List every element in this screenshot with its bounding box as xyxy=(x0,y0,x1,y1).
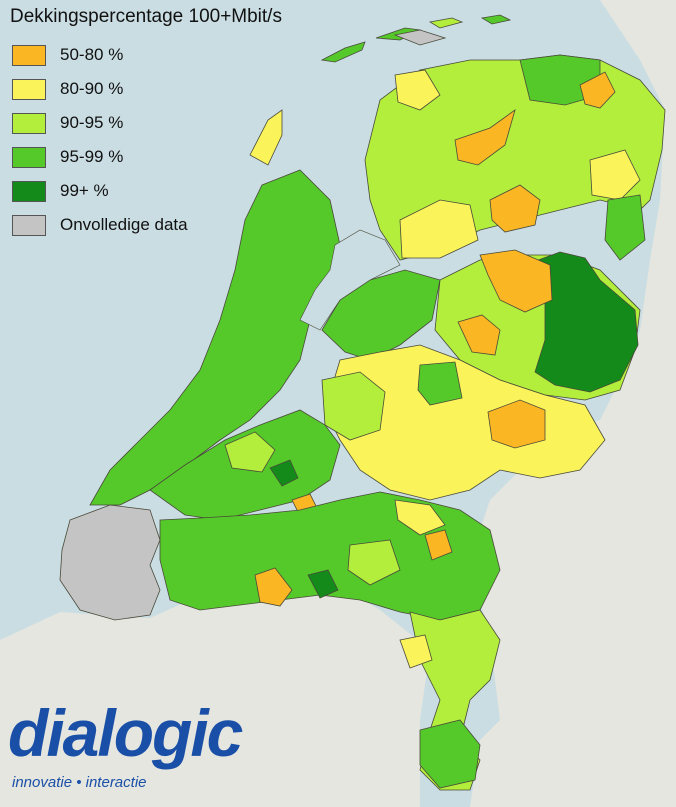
lake-ijsselmeer xyxy=(299,229,401,331)
region-vlieland xyxy=(320,41,366,63)
region-east-islands xyxy=(393,29,447,46)
region-schiermonnikoog xyxy=(480,14,512,25)
legend-swatch xyxy=(12,214,46,236)
region-groningen-c xyxy=(394,69,441,111)
legend-item-90-95: 90-95 % xyxy=(12,106,188,140)
map-legend: 50-80 % 80-90 % 90-95 % 95-99 % 99+ % On… xyxy=(12,38,188,242)
logo-wordmark: dialogic xyxy=(8,696,243,770)
legend-item-50-80: 50-80 % xyxy=(12,38,188,72)
map-title: Dekkingspercentage 100+Mbit/s xyxy=(10,6,282,27)
region-overijssel-a xyxy=(479,249,553,313)
region-groningen-b xyxy=(579,71,616,109)
region-brabant-a xyxy=(254,567,293,607)
region-gelderland-a xyxy=(487,399,546,449)
region-friesland-b xyxy=(399,199,479,259)
legend-label: 90-95 % xyxy=(60,113,124,132)
legend-item-80-90: 80-90 % xyxy=(12,72,188,106)
region-brabant-d xyxy=(424,529,453,561)
region-drenthe-b xyxy=(589,149,641,201)
legend-label: 95-99 % xyxy=(60,147,124,166)
legend-swatch xyxy=(12,112,46,134)
region-friesland-a xyxy=(454,109,516,166)
region-twente-dark xyxy=(524,251,639,393)
legend-swatch xyxy=(12,78,46,100)
legend-swatch xyxy=(12,180,46,202)
region-zeeland xyxy=(59,504,161,621)
region-drenthe-a xyxy=(489,184,541,233)
region-ameland xyxy=(428,17,464,29)
region-limburg-a xyxy=(399,634,433,669)
region-limburg-south xyxy=(419,719,481,789)
legend-swatch xyxy=(12,44,46,66)
region-gelderland xyxy=(324,344,606,501)
legend-swatch xyxy=(12,146,46,168)
municipality-regions xyxy=(59,14,666,791)
region-overijssel-b xyxy=(457,314,501,356)
region-texel xyxy=(249,109,283,166)
legend-item-incomplete: Onvolledige data xyxy=(12,208,188,242)
region-gelderland-b xyxy=(417,361,463,406)
logo-tagline: innovatie • interactie xyxy=(12,774,147,791)
legend-label: 99+ % xyxy=(60,181,109,200)
legend-item-99-plus: 99+ % xyxy=(12,174,188,208)
region-drenthe-c xyxy=(604,194,646,261)
dialogic-logo: dialogic innovatie • interactie xyxy=(8,696,243,791)
legend-item-95-99: 95-99 % xyxy=(12,140,188,174)
region-brabant-e xyxy=(394,499,446,536)
legend-label: 80-90 % xyxy=(60,79,124,98)
region-south-holland-b xyxy=(269,459,299,487)
region-brabant-b xyxy=(307,569,339,599)
region-brabant-c xyxy=(347,539,401,586)
legend-label: Onvolledige data xyxy=(60,215,188,234)
legend-label: 50-80 % xyxy=(60,45,124,64)
region-south-holland-a xyxy=(224,431,276,473)
